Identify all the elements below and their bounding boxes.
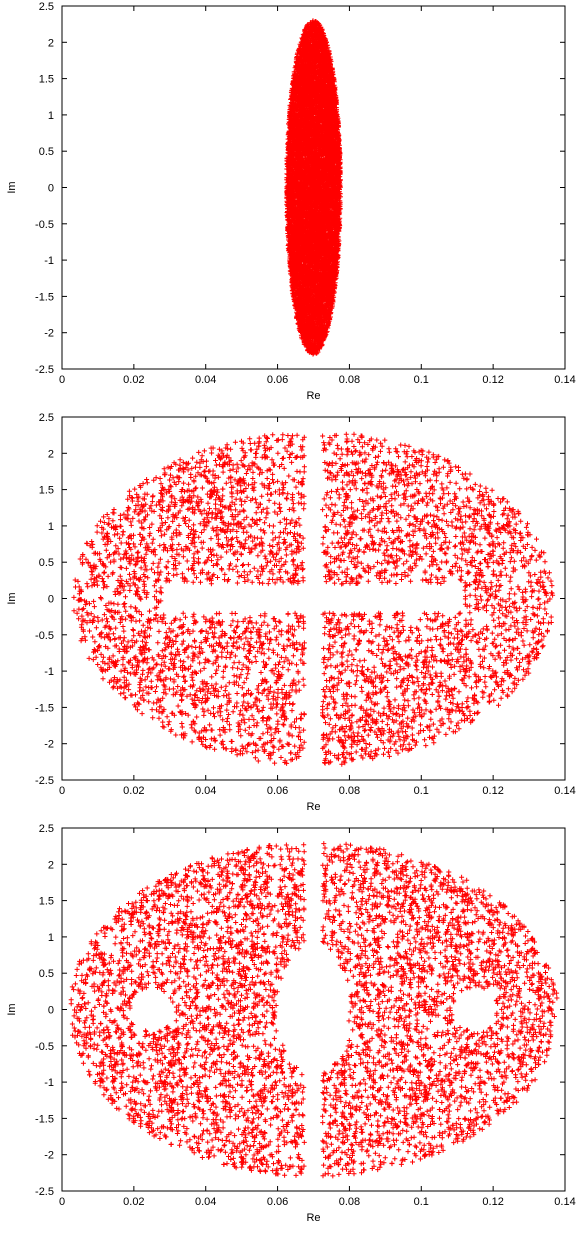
scatter-plot-1: 0 0.02 0.04 0.06 0.08 0.1 0.12 0.14 2.5 2 1.5 1 0.5 0… — [0, 0, 582, 412]
data-points — [284, 18, 343, 357]
plot-svg: 0 0.02 0.04 0.06 0.08 0.1 0.12 0.142.521.510.50… — [6, 1, 576, 402]
